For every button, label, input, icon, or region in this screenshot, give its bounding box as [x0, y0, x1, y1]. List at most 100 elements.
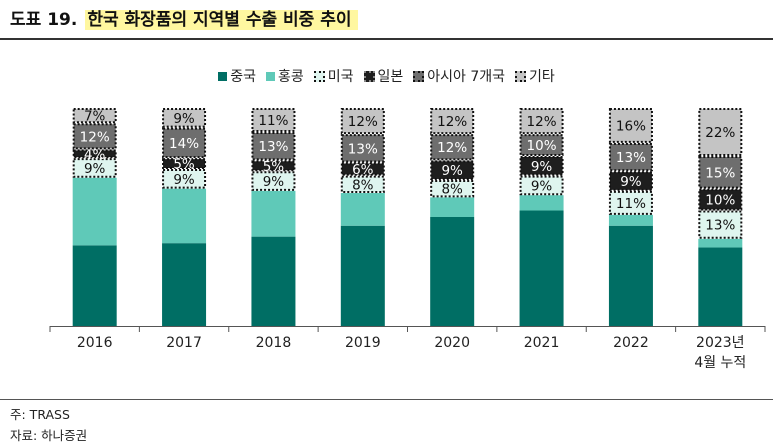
data-label-etc: 12% [348, 114, 378, 130]
bar-segment-us [340, 175, 385, 194]
x-tick-label: 2020 [434, 335, 470, 351]
bar-segment-etc [608, 108, 653, 143]
x-tick-label: 2017 [166, 335, 202, 351]
bar-segment-japan [519, 155, 564, 176]
bar-segment-hongkong [698, 238, 743, 248]
bar-segment-china [698, 247, 743, 326]
legend-swatch-us [313, 70, 325, 82]
legend-label-etc: 기타 [529, 69, 555, 85]
bar-segment-us [72, 158, 117, 178]
bar-segment-china [162, 243, 207, 326]
legend-swatch-japan [363, 70, 375, 82]
figure-title-text: 한국 화장품의 지역별 수출 비중 추이 [85, 10, 358, 30]
data-source: 자료: 하나증권 [10, 428, 88, 443]
bar-segment-japan [72, 149, 117, 159]
source-note: 주: TRASS [10, 407, 70, 422]
bar-segment-japan [251, 160, 296, 172]
bar-segment-us [519, 175, 564, 196]
x-tick-label: 2021 [524, 335, 560, 351]
data-label-asia7: 12% [80, 129, 110, 145]
figure-header: 도표 19. 한국 화장품의 지역별 수출 비중 추이 [0, 0, 773, 40]
bar-segment-china [340, 225, 385, 326]
data-label-japan: 6% [352, 162, 374, 178]
data-label-japan: 9% [441, 163, 463, 179]
bar-segment-china [519, 210, 564, 326]
chart-legend: 중국 홍콩 미국 일본 아시아 7개국 기타 [0, 66, 773, 86]
data-label-us: 13% [705, 218, 735, 234]
bar-segment-etc [519, 108, 564, 135]
data-label-etc: 7% [84, 109, 106, 125]
x-tick-label: 2023년 [696, 335, 745, 351]
bar-segment-japan [430, 160, 475, 180]
legend-item-etc: 기타 [515, 66, 555, 86]
data-label-us: 8% [352, 177, 374, 193]
bar-segment-etc [162, 108, 207, 128]
bar-segment-asia7 [72, 123, 117, 150]
legend-item-hongkong: 홍콩 [265, 66, 304, 86]
bar-segment-us [608, 190, 653, 215]
bar-segment-japan [162, 158, 207, 170]
x-tick-label: 2016 [77, 335, 113, 351]
bar-segment-etc [340, 108, 385, 135]
bar-segment-asia7 [430, 134, 475, 161]
legend-item-asia7: 아시아 7개국 [413, 66, 505, 86]
data-label-japan: 9% [620, 174, 642, 190]
legend-swatch-etc [515, 70, 527, 82]
x-tick-label: 2019 [345, 335, 381, 351]
data-label-asia7: 10% [527, 138, 557, 154]
data-label-asia7: 15% [705, 165, 735, 181]
data-label-asia7: 13% [258, 139, 288, 155]
bar-segment-asia7 [162, 127, 207, 159]
data-label-japan: 4% [84, 147, 106, 163]
data-label-asia7: 14% [169, 136, 199, 152]
bar-segment-etc [430, 108, 475, 135]
bar-segment-us [251, 171, 296, 191]
data-label-japan: 9% [531, 159, 553, 175]
data-label-us: 9% [173, 172, 195, 188]
footer-rule [0, 399, 773, 400]
bar-segment-us [430, 179, 475, 198]
data-label-etc: 22% [705, 125, 735, 141]
bar-segment-asia7 [608, 142, 653, 172]
data-label-us: 9% [531, 178, 553, 194]
bar-segment-asia7 [519, 134, 564, 156]
legend-item-us: 미국 [313, 66, 354, 86]
x-tick-label: 2018 [256, 335, 292, 351]
bar-segment-hongkong [430, 197, 475, 217]
bar-segment-etc [698, 108, 743, 156]
data-label-us: 9% [84, 161, 106, 177]
bar-segment-china [251, 236, 296, 326]
data-label-etc: 12% [437, 114, 467, 130]
bar-segment-us [162, 169, 207, 189]
data-label-us: 9% [263, 174, 285, 190]
bar-segment-china [608, 225, 653, 326]
chart-notes: 주: TRASS 자료: 하나증권 [10, 404, 87, 446]
legend-label-asia7: 아시아 7개국 [427, 69, 506, 85]
legend-label-japan: 일본 [377, 69, 404, 85]
bar-segment-japan [340, 162, 385, 176]
bar-segment-asia7 [698, 155, 743, 189]
data-label-japan: 5% [173, 157, 195, 173]
bar-segment-japan [698, 188, 743, 211]
data-label-japan: 10% [705, 193, 735, 209]
bar-segment-asia7 [251, 131, 296, 161]
header-rule [0, 38, 773, 40]
data-label-asia7: 12% [437, 140, 467, 156]
bar-segment-hongkong [340, 193, 385, 226]
x-tick-label: 4월 누적 [694, 355, 746, 371]
bar-segment-asia7 [340, 134, 385, 163]
data-label-us: 8% [441, 182, 463, 198]
data-label-etc: 11% [258, 113, 288, 129]
bar-segment-hongkong [162, 188, 207, 244]
bar-segment-us [698, 210, 743, 239]
data-label-etc: 9% [173, 111, 195, 127]
legend-item-japan: 일본 [363, 66, 404, 86]
bar-segment-hongkong [519, 195, 564, 211]
data-label-asia7: 13% [616, 150, 646, 166]
bar-segment-china [430, 217, 475, 326]
stacked-bar-chart: 9%4%12%7%20169%5%14%9%20179%5%13%11%2018… [49, 108, 766, 371]
data-label-asia7: 13% [348, 141, 378, 157]
data-label-etc: 16% [616, 118, 646, 134]
data-label-japan: 5% [263, 159, 285, 175]
data-label-etc: 12% [527, 114, 557, 130]
